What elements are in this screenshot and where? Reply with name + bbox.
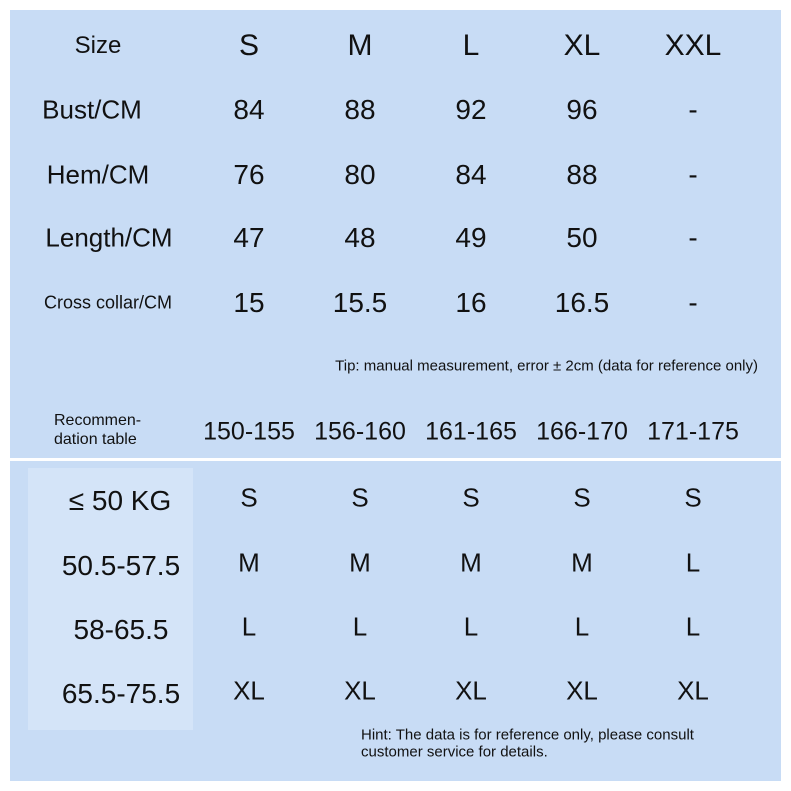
- measurement: 88: [344, 94, 376, 125]
- recommended-size: S: [351, 482, 369, 513]
- recommended-size: L: [574, 611, 590, 642]
- measurement: 80: [344, 159, 376, 190]
- recommended-size: M: [238, 547, 260, 578]
- weight-range: ≤ 50 KG: [68, 485, 172, 516]
- height-range: 150-155: [203, 417, 295, 446]
- recommended-size: L: [685, 611, 701, 642]
- weight-column: [28, 468, 193, 730]
- recommended-size: M: [460, 547, 482, 578]
- tip: Tip: manual measurement, error ± 2cm (da…: [335, 357, 758, 375]
- recommended-size: XL: [344, 675, 376, 706]
- weight-range: 58-65.5: [73, 614, 169, 645]
- recommended-size: L: [241, 611, 257, 642]
- recommended-size: XL: [677, 675, 709, 706]
- measurement: 16: [455, 287, 487, 318]
- header-size: XL: [563, 29, 601, 62]
- measurement: 76: [233, 159, 265, 190]
- measurement: 15.5: [332, 287, 388, 318]
- header-size: XXL: [664, 29, 722, 62]
- measurement: 16.5: [554, 287, 610, 318]
- measurement: -: [688, 94, 698, 125]
- measurement: -: [688, 222, 698, 253]
- measurement: 92: [455, 94, 487, 125]
- header-label: dation table: [54, 431, 137, 448]
- recommended-size: M: [571, 547, 593, 578]
- measurement: 48: [344, 222, 376, 253]
- recommended-size: S: [573, 482, 591, 513]
- hint: customer service for details.: [361, 743, 548, 761]
- measurement: 50: [566, 222, 598, 253]
- header-label: Size: [74, 32, 122, 59]
- height-range: 156-160: [314, 417, 406, 446]
- recommended-size: L: [685, 547, 701, 578]
- measurement: 15: [233, 287, 265, 318]
- recommended-size: L: [352, 611, 368, 642]
- row-label: Cross collar/CM: [43, 292, 173, 313]
- hint: Hint: The data is for reference only, pl…: [361, 726, 694, 744]
- header-size: S: [238, 29, 260, 62]
- weight-range: 65.5-75.5: [61, 678, 181, 709]
- recommended-size: S: [684, 482, 702, 513]
- measurement: -: [688, 287, 698, 318]
- row-label: Bust/CM: [42, 94, 142, 125]
- header-size: L: [462, 29, 480, 62]
- measurement: 47: [233, 222, 265, 253]
- recommended-size: S: [240, 482, 258, 513]
- height-range: 161-165: [425, 417, 517, 446]
- measurement: 49: [455, 222, 487, 253]
- weight-range: 50.5-57.5: [61, 550, 181, 581]
- height-range: 171-175: [647, 417, 739, 446]
- height-range: 166-170: [536, 417, 628, 446]
- top-panel: [10, 10, 781, 458]
- measurement: 84: [455, 159, 487, 190]
- recommended-size: L: [463, 611, 479, 642]
- header-label: Recommen-: [54, 412, 142, 429]
- recommended-size: XL: [566, 675, 598, 706]
- recommended-size: XL: [455, 675, 487, 706]
- measurement: 88: [566, 159, 598, 190]
- row-label: Hem/CM: [46, 159, 150, 190]
- measurement: 84: [233, 94, 265, 125]
- row-label: Length/CM: [45, 222, 173, 253]
- header-size: M: [347, 29, 373, 62]
- recommended-size: M: [349, 547, 371, 578]
- measurement: -: [688, 159, 698, 190]
- recommended-size: XL: [233, 675, 265, 706]
- recommended-size: S: [462, 482, 480, 513]
- measurement: 96: [566, 94, 598, 125]
